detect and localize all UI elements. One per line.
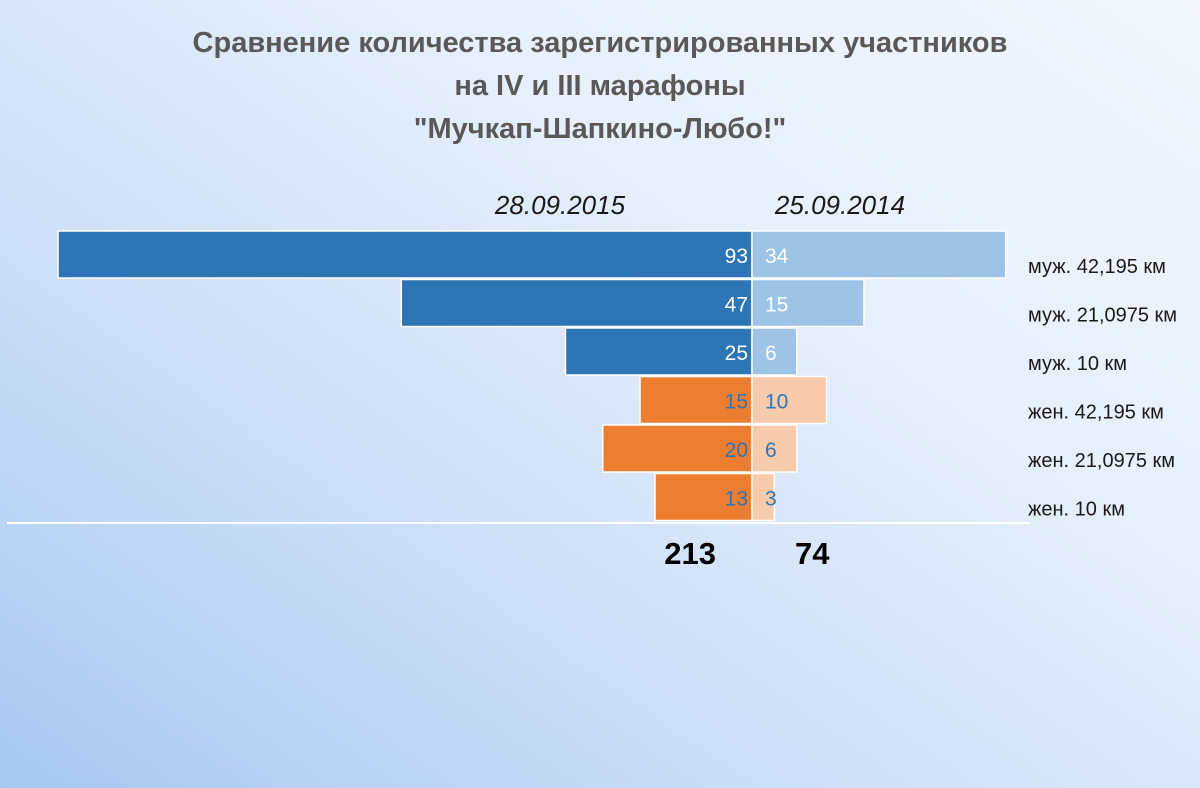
data-label-right-4: 6 <box>765 439 777 462</box>
bar-left-3 <box>639 375 753 425</box>
data-label-left-4: 20 <box>725 439 748 462</box>
category-label-5: жен. 10 км <box>1028 499 1125 521</box>
category-label-0: муж. 42,195 км <box>1028 256 1166 278</box>
bar-right-4 <box>751 424 798 473</box>
bar-right-3 <box>751 375 828 425</box>
total-left: 213 <box>664 536 716 571</box>
title-line-3: "Мучкап-Шапкино-Любо!" <box>413 113 787 145</box>
data-label-right-0: 34 <box>765 245 789 268</box>
series-name-right: 25.09.2014 <box>774 190 905 220</box>
data-label-left-2: 25 <box>725 342 748 365</box>
category-label-3: жен. 42,195 км <box>1028 402 1164 424</box>
series-name-left: 28.09.2015 <box>494 190 626 220</box>
chart-title: Сравнение количества зарегистрированных … <box>0 22 1200 151</box>
data-label-left-5: 13 <box>725 488 748 511</box>
category-label-4: жен. 21,0975 км <box>1028 450 1175 472</box>
data-label-left-1: 47 <box>725 294 748 317</box>
bar-left-1 <box>400 278 753 328</box>
category-label-2: муж. 10 км <box>1028 353 1127 375</box>
bar-right-0 <box>751 230 1007 279</box>
bar-left-5 <box>654 472 753 522</box>
data-label-right-5: 3 <box>765 488 777 511</box>
bar-left-2 <box>564 327 753 376</box>
bar-left-0 <box>57 230 753 279</box>
bar-right-5 <box>751 472 776 522</box>
bar-right-2 <box>751 327 798 376</box>
title-line-1: Сравнение количества зарегистрированных … <box>192 27 1008 59</box>
bar-left-4 <box>602 424 753 473</box>
category-label-1: муж. 21,0975 км <box>1028 305 1177 327</box>
data-label-right-1: 15 <box>765 294 788 317</box>
bar-right-1 <box>751 278 865 328</box>
data-label-left-3: 15 <box>725 391 748 414</box>
total-right: 74 <box>795 536 830 571</box>
data-label-right-3: 10 <box>765 391 788 414</box>
title-line-2: на IV и III марафоны <box>454 70 746 102</box>
data-label-right-2: 6 <box>765 342 777 365</box>
data-label-left-0: 93 <box>725 245 748 268</box>
